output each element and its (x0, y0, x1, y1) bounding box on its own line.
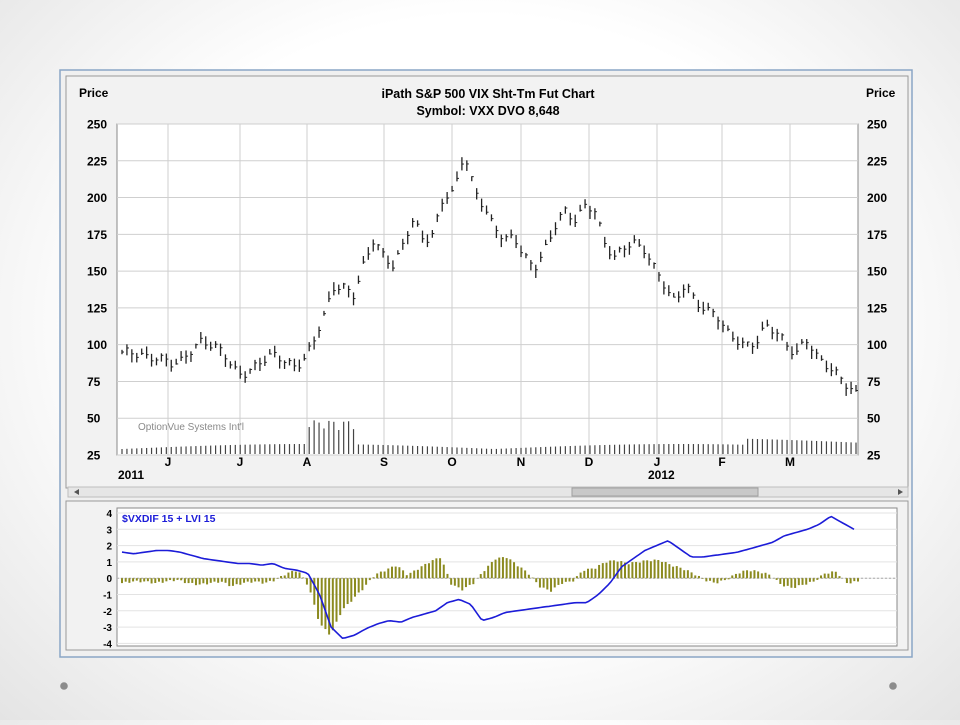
year-label-2011: 2011 (118, 468, 144, 482)
price-ytick-label: 200 (867, 191, 887, 205)
indicator-ytick-label: -2 (103, 607, 112, 618)
scroll-left-icon[interactable] (74, 489, 79, 495)
indicator-yticks: 4 3 2 1 0 -1 -2 -3 -4 (103, 509, 112, 650)
indicator-grid (117, 512, 897, 644)
month-label: N (517, 455, 526, 469)
price-ytick-label: 225 (87, 154, 107, 168)
price-ytick-label: 50 (87, 412, 101, 426)
scrollbar-thumb[interactable] (571, 487, 759, 497)
price-plot-area (116, 123, 859, 456)
month-label: S (380, 455, 388, 469)
month-label: A (303, 455, 312, 469)
price-ytick-label: 25 (87, 449, 101, 463)
volume-bars (121, 420, 857, 454)
chart-subtitle: Symbol: VXX DVO 8,648 (416, 104, 559, 118)
y-axis-label-right: Price (866, 86, 896, 100)
indicator-ytick-label: -3 (103, 623, 112, 634)
chart-title: iPath S&P 500 VIX Sht-Tm Fut Chart (381, 87, 595, 101)
price-ytick-label: 200 (87, 191, 107, 205)
price-ytick-label: 175 (867, 228, 887, 242)
indicator-ytick-label: -4 (103, 639, 112, 650)
month-label: D (585, 455, 594, 469)
price-ytick-label: 100 (87, 338, 107, 352)
month-label: M (785, 455, 795, 469)
price-grid (117, 123, 858, 456)
y-axis-label-left: Price (79, 86, 109, 100)
price-ytick-label: 225 (867, 154, 887, 168)
year-label-2012: 2012 (648, 468, 675, 482)
price-bars (121, 157, 858, 396)
price-ytick-label: 125 (87, 301, 107, 315)
month-label: O (447, 455, 456, 469)
watermark: OptionVue Systems Int'l (138, 422, 244, 433)
indicator-label: $VXDIF 15 + LVI 15 (122, 513, 216, 525)
price-ytick-label: 150 (87, 265, 107, 279)
price-ytick-label: 250 (87, 118, 107, 132)
indicator-ytick-label: 3 (106, 525, 112, 536)
price-yticks-right: 250 225 200 175 150 125 100 75 50 25 (867, 118, 887, 463)
price-ytick-label: 75 (87, 375, 101, 389)
price-ytick-label: 100 (867, 338, 887, 352)
slide-dot-right (889, 682, 897, 690)
indicator-ytick-label: 0 (106, 574, 112, 585)
month-label: J (237, 455, 244, 469)
month-label: F (718, 455, 725, 469)
indicator-ytick-label: 2 (106, 542, 112, 553)
price-yticks-left: 250 225 200 175 150 125 100 75 50 25 (87, 118, 107, 463)
month-label: J (654, 455, 661, 469)
indicator-ytick-label: 1 (106, 558, 112, 569)
slide-dot-left (60, 682, 68, 690)
price-ytick-label: 25 (867, 449, 881, 463)
price-ytick-label: 250 (867, 118, 887, 132)
indicator-ytick-label: -1 (103, 591, 112, 602)
indicator-line (121, 515, 855, 640)
price-ytick-label: 75 (867, 375, 881, 389)
month-label: J (165, 455, 172, 469)
price-ytick-label: 125 (867, 301, 887, 315)
price-ytick-label: 50 (867, 412, 881, 426)
indicator-bars (121, 557, 859, 635)
indicator-ytick-label: 4 (106, 509, 112, 520)
price-ytick-label: 175 (87, 228, 107, 242)
horizontal-scrollbar[interactable] (67, 486, 909, 498)
scroll-right-icon[interactable] (898, 489, 903, 495)
price-ytick-label: 150 (867, 265, 887, 279)
